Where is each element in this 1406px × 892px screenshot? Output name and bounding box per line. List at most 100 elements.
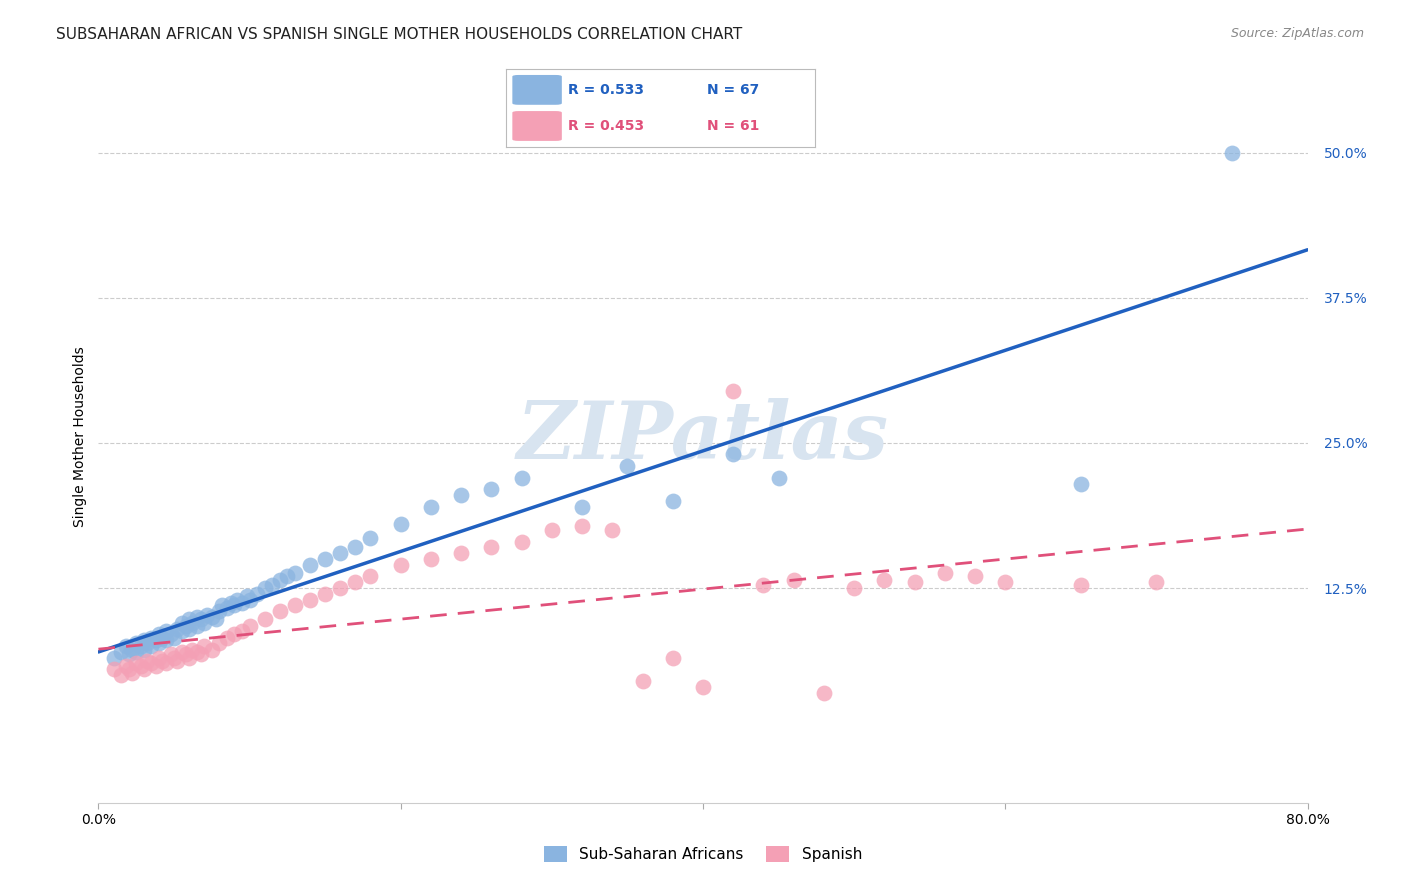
Point [201,610,224,624]
Point [768,471,790,485]
Point [110,668,132,682]
Point [132,662,155,676]
Legend: Sub-Saharan Africans, Spanish: Sub-Saharan Africans, Spanish [538,840,868,868]
Point [190,647,212,661]
Point [141,657,163,671]
Point [246,587,269,601]
Point [155,657,177,671]
Point [284,566,307,580]
Point [344,575,367,590]
Point [155,633,177,648]
Point [226,592,249,607]
Point [170,624,193,638]
Point [692,680,714,694]
Point [121,642,143,657]
Point [329,546,352,560]
Point [135,635,157,649]
Point [179,622,201,636]
Point [166,622,188,636]
Point [155,624,177,638]
Point [163,650,186,665]
Point [510,471,533,485]
Point [114,639,136,653]
Text: N = 67: N = 67 [707,83,759,97]
Point [114,658,136,673]
Text: Source: ZipAtlas.com: Source: ZipAtlas.com [1230,27,1364,40]
Point [170,615,193,630]
Point [221,596,243,610]
Point [239,592,262,607]
Point [193,639,215,653]
Point [129,658,152,673]
Point [510,534,533,549]
Point [965,569,987,583]
Point [231,624,253,638]
Point [205,612,228,626]
Point [211,599,233,613]
Point [389,558,412,572]
Point [329,581,352,595]
Point [110,645,132,659]
Point [186,610,208,624]
Point [224,627,246,641]
Text: ZIPatlas: ZIPatlas [517,399,889,475]
Point [360,569,382,583]
Point [215,600,238,615]
Point [160,627,183,641]
Point [195,607,218,622]
Point [132,633,155,648]
Point [314,552,336,566]
Point [179,612,201,626]
Point [314,587,336,601]
Point [193,615,215,630]
Point [253,581,276,595]
Point [145,633,167,648]
Point [150,631,173,645]
Point [148,635,170,649]
Text: R = 0.533: R = 0.533 [568,83,644,97]
Point [179,650,201,665]
Text: N = 61: N = 61 [707,119,759,133]
Point [934,566,956,580]
Point [723,384,745,398]
Point [262,577,284,591]
Point [186,645,208,659]
Point [224,599,246,613]
Point [135,654,157,668]
Point [148,650,170,665]
Point [125,645,148,659]
Point [201,642,224,657]
Point [170,645,193,659]
Point [723,448,745,462]
Point [540,523,562,537]
Point [571,500,593,514]
Point [661,650,683,665]
Point [174,619,197,633]
Point [145,658,167,673]
Point [1070,476,1092,491]
Point [174,647,197,661]
Point [150,654,173,668]
Point [181,642,204,657]
Point [269,604,291,618]
Point [163,631,186,645]
Point [631,673,654,688]
Point [132,642,155,657]
Point [118,647,141,661]
Point [125,635,148,649]
Point [844,581,866,595]
Point [571,519,593,533]
Point [125,657,148,671]
Point [616,459,638,474]
Point [208,635,231,649]
Point [360,531,382,545]
Point [186,619,208,633]
FancyBboxPatch shape [512,112,562,141]
Point [420,500,443,514]
Point [389,517,412,532]
Point [1070,577,1092,591]
Point [166,654,188,668]
Point [481,483,503,497]
Text: SUBSAHARAN AFRICAN VS SPANISH SINGLE MOTHER HOUSEHOLDS CORRELATION CHART: SUBSAHARAN AFRICAN VS SPANISH SINGLE MOT… [56,27,742,42]
Point [344,541,367,555]
